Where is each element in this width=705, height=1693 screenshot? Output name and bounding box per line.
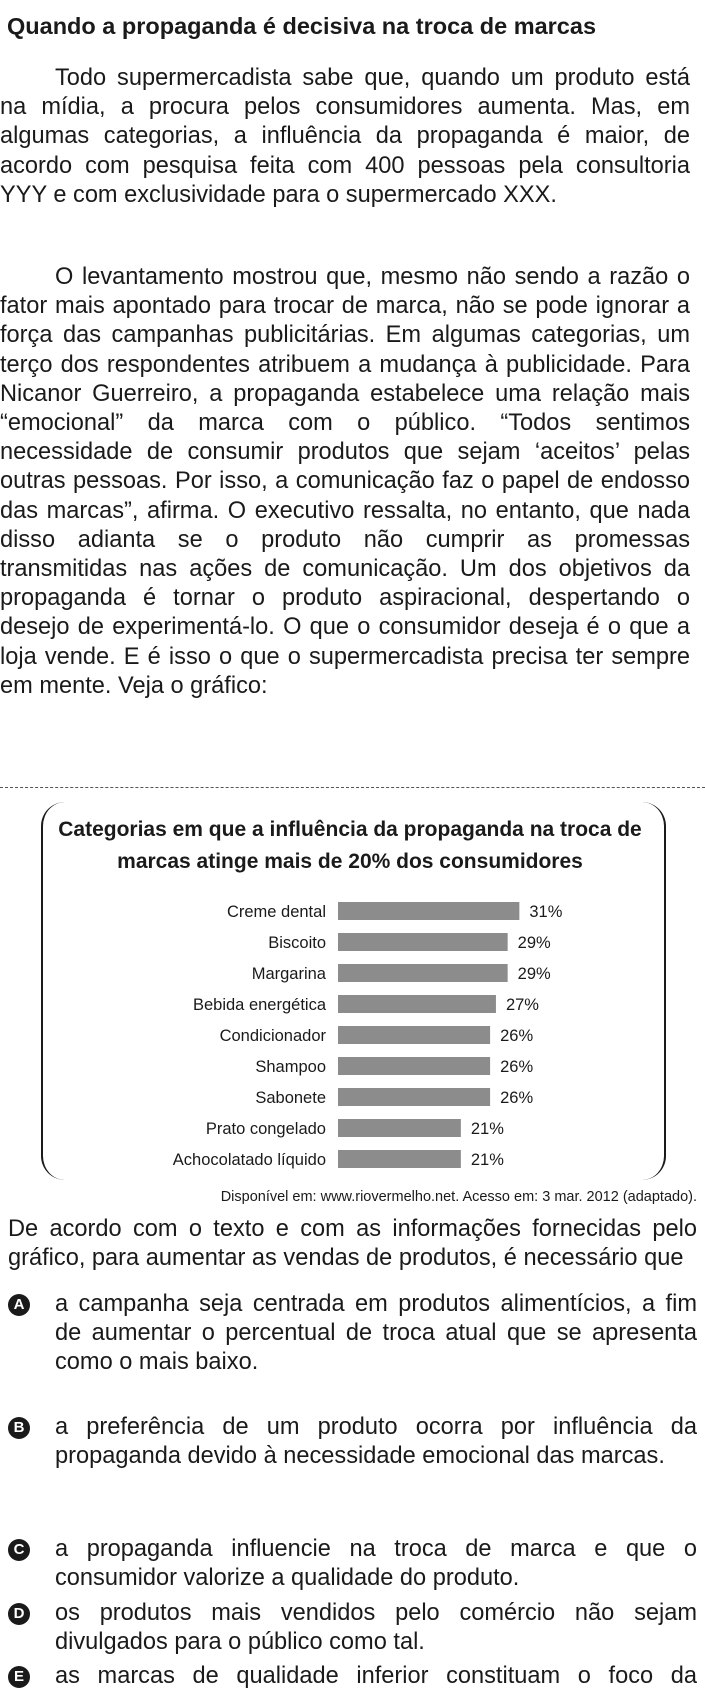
category-label-margarina: Margarina <box>252 965 327 983</box>
category-label-condicionador: Condicionador <box>220 1027 327 1045</box>
chart-left-bracket <box>41 802 67 1180</box>
bar-bebida-energetica <box>338 995 496 1013</box>
option-d[interactable]: D os produtos mais vendidos pelo comérci… <box>8 1599 697 1657</box>
option-c[interactable]: C a propaganda influencie na troca de ma… <box>8 1535 697 1593</box>
source-citation: Disponível em: www.riovermelho.net. Aces… <box>220 1189 697 1205</box>
category-label-prato-congelado: Prato congelado <box>206 1120 326 1138</box>
option-b-letter: B <box>8 1417 30 1439</box>
bar-creme-dental <box>338 902 520 920</box>
bar-margarina <box>338 964 508 982</box>
category-label-shampoo: Shampoo <box>255 1058 326 1076</box>
paragraph-1-text: Todo supermercadista sabe que, quando um… <box>0 65 690 208</box>
option-b[interactable]: B a preferência de um produto ocorra por… <box>8 1413 697 1471</box>
option-c-text: a propaganda influencie na troca de marc… <box>55 1536 697 1592</box>
category-label-bebida-energetica: Bebida energética <box>193 996 327 1014</box>
option-e[interactable]: E as marcas de qualidade inferior consti… <box>8 1662 697 1693</box>
value-label-achocolatado-liquido: 21% <box>471 1151 504 1169</box>
value-label-creme-dental: 31% <box>529 903 562 921</box>
paragraph-2: O levantamento mostrou que, mesmo não se… <box>0 263 690 701</box>
bar-condicionador <box>338 1026 491 1044</box>
value-label-margarina: 29% <box>518 965 551 983</box>
category-label-sabonete: Sabonete <box>255 1089 326 1107</box>
option-a-letter: A <box>8 1294 30 1316</box>
bar-prato-congelado <box>338 1119 461 1137</box>
value-label-shampoo: 26% <box>500 1058 533 1076</box>
option-c-letter: C <box>8 1539 30 1561</box>
value-label-biscoito: 29% <box>518 934 551 952</box>
option-e-letter: E <box>8 1666 30 1688</box>
option-d-text: os produtos mais vendidos pelo comércio … <box>55 1600 697 1656</box>
option-b-text: a preferência de um produto ocorra por i… <box>55 1414 697 1470</box>
question-stem: De acordo com o texto e com as informaçõ… <box>8 1216 697 1272</box>
chart-title: Categorias em que a influência da propag… <box>58 818 642 873</box>
paragraph-1: Todo supermercadista sabe que, quando um… <box>0 64 690 210</box>
value-label-condicionador: 26% <box>500 1027 533 1045</box>
value-label-prato-congelado: 21% <box>471 1120 504 1138</box>
category-label-achocolatado-liquido: Achocolatado líquido <box>173 1151 326 1169</box>
value-label-sabonete: 26% <box>500 1089 533 1107</box>
chart-right-bracket <box>640 802 666 1180</box>
bar-biscoito <box>338 933 508 951</box>
option-d-letter: D <box>8 1603 30 1625</box>
category-label-biscoito: Biscoito <box>268 934 326 952</box>
article-title: Quando a propaganda é decisiva na troca … <box>7 13 597 39</box>
bar-shampoo <box>338 1057 491 1075</box>
dashed-divider <box>0 787 705 788</box>
category-label-creme-dental: Creme dental <box>227 903 326 921</box>
option-a[interactable]: A a campanha seja centrada em produtos a… <box>8 1290 697 1378</box>
bar-achocolatado-liquido <box>338 1150 461 1168</box>
option-e-text: as marcas de qualidade inferior constitu… <box>55 1663 697 1693</box>
bar-sabonete <box>338 1088 491 1106</box>
paragraph-2-text: O levantamento mostrou que, mesmo não se… <box>0 264 690 699</box>
value-label-bebida-energetica: 27% <box>506 996 539 1014</box>
option-a-text: a campanha seja centrada em produtos ali… <box>55 1291 697 1376</box>
